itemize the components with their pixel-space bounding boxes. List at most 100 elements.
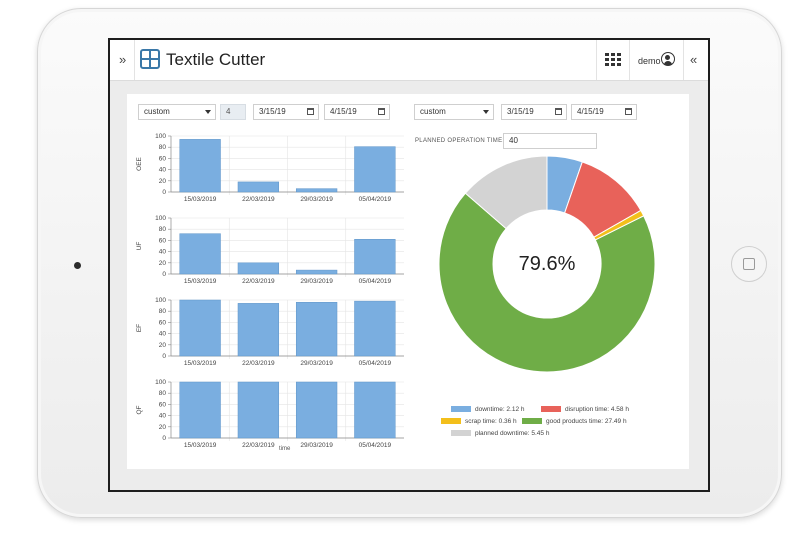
user-name[interactable]: demo [638,56,661,66]
y-tick-label: 0 [162,353,166,360]
bar[interactable] [354,300,396,357]
x-tick-label: 05/04/2019 [359,278,392,285]
legend-swatch [451,430,471,437]
factor-bar-charts: 0 20 40 60 80 100 15/03/2019 22/03/2019 29/03/20… [136,133,404,449]
bar[interactable] [179,233,221,275]
right-range-select[interactable]: custom [414,104,494,120]
bar[interactable] [179,299,221,357]
x-tick-label: 15/03/2019 [184,278,217,285]
right-end-date-value: 4/15/19 [577,107,604,116]
bar[interactable] [179,139,221,193]
bar[interactable] [295,301,338,357]
y-tick-label: 100 [155,215,166,222]
bar[interactable] [237,303,280,357]
donut-svg [438,155,656,373]
y-axis-label: OEE [136,156,143,170]
y-tick-label: 60 [159,319,167,326]
x-tick-label: 29/03/2019 [300,442,333,449]
y-tick-label: 80 [159,144,167,151]
dashboard-panel: custom 4 3/15/19 4/15/19 custom 3/15/19 … [127,94,689,469]
bar[interactable] [179,381,221,439]
y-tick-label: 0 [162,435,166,442]
legend-item-scrap-time[interactable]: scrap time: 0.36 h [441,418,517,425]
right-end-date-input[interactable]: 4/15/19 [571,104,637,120]
legend-label: good products time: 27.49 h [546,418,627,425]
bar[interactable] [295,269,338,275]
y-tick-label: 80 [159,308,167,315]
x-axis-label: time [279,446,291,452]
y-tick-label: 40 [159,413,167,420]
divider [683,40,684,80]
bar[interactable] [354,146,396,193]
y-tick-label: 80 [159,390,167,397]
donut-slice-planned-downtime[interactable] [464,155,548,230]
donut-slice-good-products-time[interactable] [438,192,656,373]
bar-chart-ef: 0 20 40 60 80 100 15/03/2019 22/03/2019 29/03/20… [136,297,404,367]
bar[interactable] [237,181,280,193]
legend-label: downtime: 2.12 h [475,406,525,413]
home-square-icon [743,258,755,270]
legend-item-downtime[interactable]: downtime: 2.12 h [451,406,525,413]
x-tick-label: 05/04/2019 [359,196,392,203]
bar-chart-oee: 0 20 40 60 80 100 15/03/2019 22/03/2019 29/03/20… [136,133,404,203]
bar[interactable] [295,381,338,439]
x-tick-label: 22/03/2019 [242,442,275,449]
tablet-camera [74,262,81,269]
y-tick-label: 60 [159,155,167,162]
calendar-icon [307,108,314,115]
left-start-date-value: 3/15/19 [259,107,286,116]
x-tick-label: 29/03/2019 [300,196,333,203]
collapse-panel-icon[interactable]: « [690,52,698,67]
bar[interactable] [237,381,280,439]
y-tick-label: 100 [155,297,166,304]
planned-operation-label: PLANNED OPERATION TIME: [415,138,505,144]
x-tick-label: 29/03/2019 [300,278,333,285]
app-title: Textile Cutter [166,50,266,69]
x-tick-label: 22/03/2019 [242,196,275,203]
y-tick-label: 60 [159,401,167,408]
period-count-field[interactable]: 4 [220,104,246,120]
chevron-down-icon [205,110,211,114]
divider [629,40,630,80]
apps-grid-icon[interactable] [605,53,621,67]
planned-operation-input[interactable]: 40 [503,133,597,149]
y-tick-label: 40 [159,167,167,174]
right-range-value: custom [420,107,446,116]
donut-center-value: 79.6% [518,252,576,275]
left-range-select[interactable]: custom [138,104,216,120]
left-end-date-value: 4/15/19 [330,107,357,116]
bar[interactable] [354,381,396,439]
home-button[interactable] [731,246,767,282]
user-avatar-icon[interactable] [661,52,675,66]
legend-item-good-products-time[interactable]: good products time: 27.49 h [522,418,627,425]
legend-item-disruption-time[interactable]: disruption time: 4.58 h [541,406,629,413]
expand-sidebar-icon[interactable]: » [119,52,127,67]
bar[interactable] [295,188,338,193]
left-start-date-input[interactable]: 3/15/19 [253,104,319,120]
time-distribution-donut: 79.6% [437,154,657,374]
y-tick-label: 0 [162,189,166,196]
y-tick-label: 100 [155,133,166,140]
right-start-date-input[interactable]: 3/15/19 [501,104,567,120]
left-end-date-input[interactable]: 4/15/19 [324,104,390,120]
x-tick-label: 29/03/2019 [300,360,333,367]
y-axis-label: UF [136,242,143,251]
right-start-date-value: 3/15/19 [507,107,534,116]
legend-label: disruption time: 4.58 h [565,406,629,413]
y-tick-label: 40 [159,331,167,338]
legend-item-planned-downtime[interactable]: planned downtime: 5.45 h [451,430,549,437]
y-axis-label: QF [136,405,143,414]
bar[interactable] [237,262,280,275]
y-tick-label: 0 [162,271,166,278]
chevron-down-icon [483,110,489,114]
top-bar: » Textile Cutter demo « [110,40,708,81]
bar-chart-qf: 0 20 40 60 80 100 15/03/2019 22/03/2019 29/03/20… [136,379,404,449]
y-tick-label: 20 [159,178,167,185]
bar[interactable] [354,239,396,275]
calendar-icon [555,108,562,115]
legend-label: planned downtime: 5.45 h [475,430,550,437]
legend-swatch [541,406,561,413]
x-tick-label: 22/03/2019 [242,360,275,367]
y-tick-label: 60 [159,237,167,244]
x-tick-label: 05/04/2019 [359,360,392,367]
